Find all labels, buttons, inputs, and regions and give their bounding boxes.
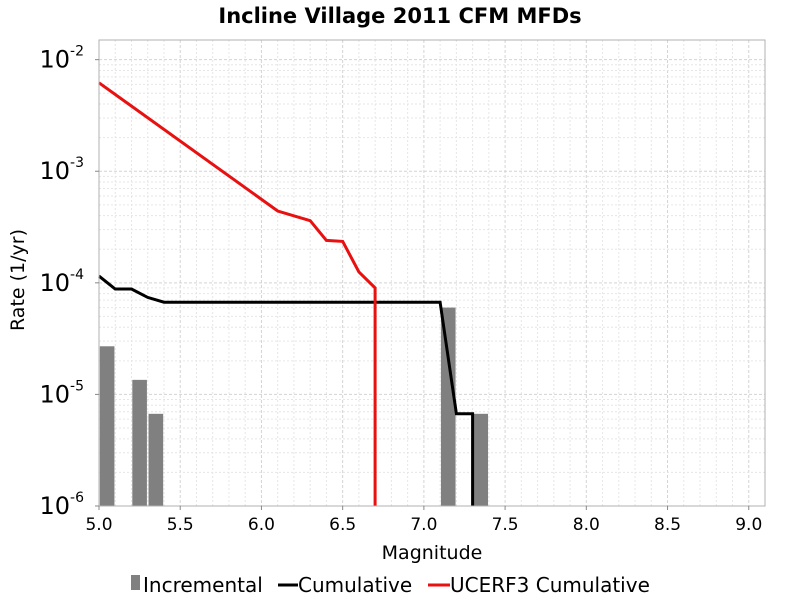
legend: Incremental Cumulative UCERF3 Cumulative [131, 573, 650, 597]
incremental-bar [473, 413, 489, 506]
y-axis-ticks: 10-6 10-5 10-4 10-3 10-2 [39, 44, 99, 520]
cumulative-line [98, 274, 475, 506]
plot-area [98, 39, 766, 507]
cumulative-lines [98, 81, 475, 506]
x-axis-label: Magnitude [382, 542, 483, 564]
x-tick-label: 7.0 [410, 515, 437, 535]
x-tick-label: 5.5 [167, 515, 194, 535]
y-tick-label: 10-2 [39, 44, 84, 74]
legend-label-incremental: Incremental [143, 573, 263, 597]
y-axis-label: Rate (1/yr) [7, 229, 29, 331]
legend-swatch-incremental [131, 575, 140, 590]
y-tick-label: 10-3 [39, 155, 84, 185]
x-tick-label: 6.0 [248, 515, 275, 535]
x-axis-ticks: 5.0 5.5 6.0 6.5 7.0 7.5 8.0 8.5 9.0 [85, 506, 762, 535]
x-tick-label: 7.5 [492, 515, 519, 535]
legend-label-ucerf3: UCERF3 Cumulative [450, 573, 650, 597]
legend-label-cumulative: Cumulative [298, 573, 412, 597]
plot-background [99, 40, 765, 506]
incremental-bar [132, 379, 147, 506]
y-tick-label: 10-5 [39, 378, 84, 408]
ucerf3-cumulative-line [98, 81, 377, 506]
incremental-bars [99, 307, 489, 506]
x-tick-label: 9.0 [735, 515, 762, 535]
chart-title: Incline Village 2011 CFM MFDs [218, 4, 581, 28]
y-tick-label: 10-6 [39, 490, 84, 520]
x-tick-label: 6.5 [329, 515, 356, 535]
incremental-bar [148, 413, 164, 506]
x-tick-label: 5.0 [85, 515, 112, 535]
y-tick-label: 10-4 [39, 267, 84, 297]
incremental-bar [99, 346, 115, 506]
x-tick-label: 8.5 [654, 515, 681, 535]
plot-border [98, 39, 766, 507]
incremental-bar [440, 307, 456, 506]
x-tick-label: 8.0 [573, 515, 600, 535]
